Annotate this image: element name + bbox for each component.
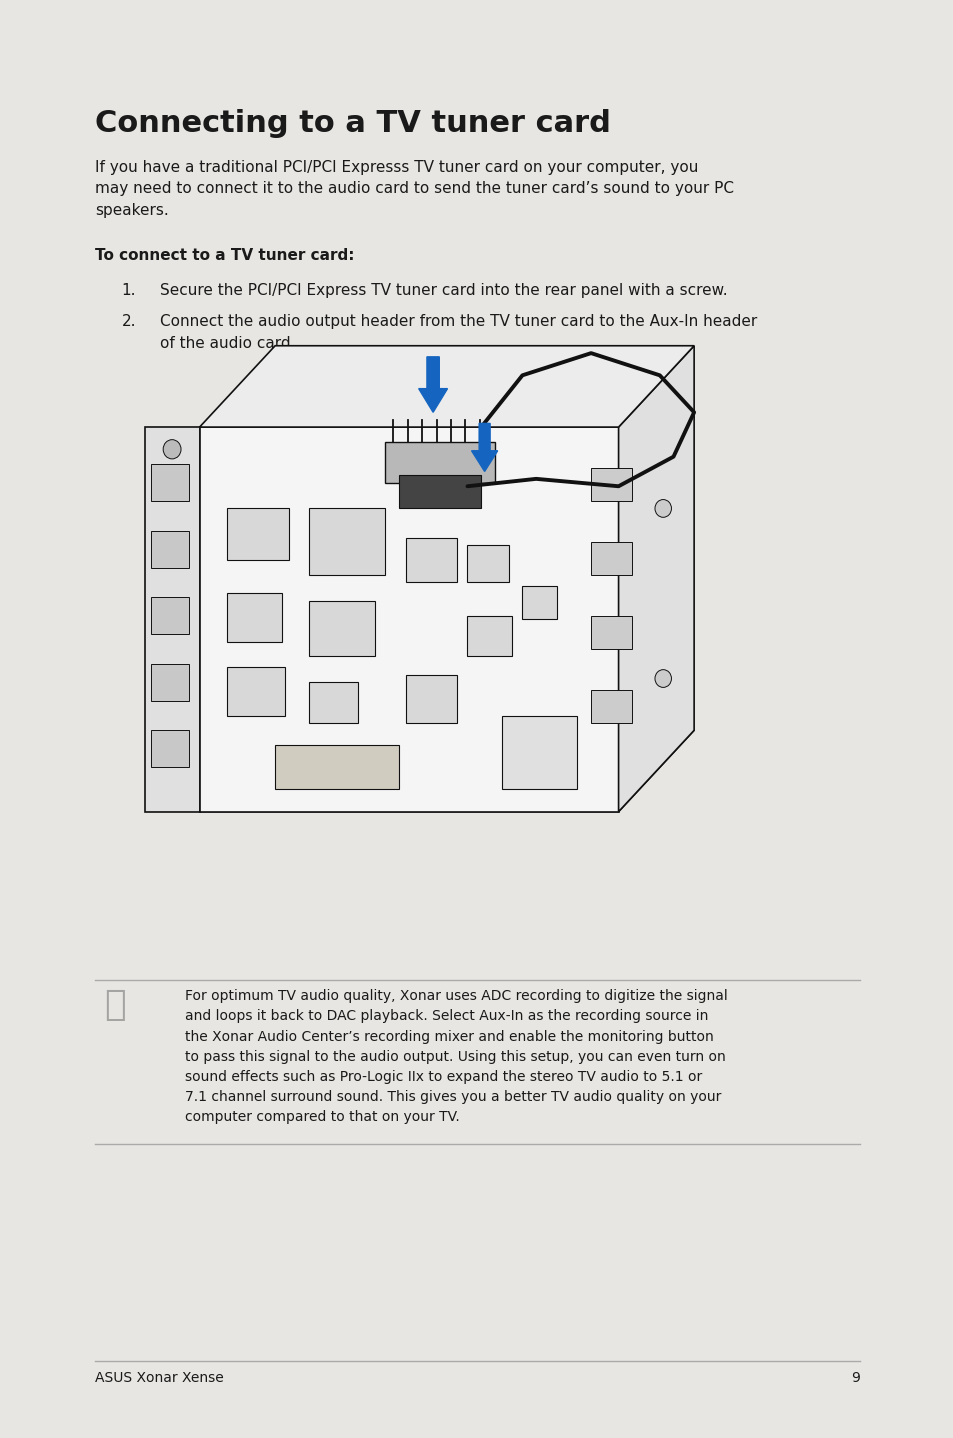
FancyArrow shape: [471, 423, 497, 472]
Bar: [309, 682, 357, 723]
Text: ASUS Xonar Xense: ASUS Xonar Xense: [95, 1370, 224, 1385]
Polygon shape: [199, 731, 694, 811]
Bar: [591, 467, 632, 500]
Text: For optimum TV audio quality, Xonar uses ADC recording to digitize the signal
an: For optimum TV audio quality, Xonar uses…: [185, 989, 727, 1123]
Text: Connect the audio output header from the TV tuner card to the Aux-In header
of t: Connect the audio output header from the…: [159, 313, 756, 351]
Bar: [309, 601, 375, 656]
Text: 🖊: 🖊: [105, 988, 126, 1021]
Text: To connect to a TV tuner card:: To connect to a TV tuner card:: [95, 249, 355, 263]
Bar: [385, 441, 495, 483]
Text: Connecting to a TV tuner card: Connecting to a TV tuner card: [95, 109, 610, 138]
Bar: [227, 594, 282, 641]
Circle shape: [655, 499, 671, 518]
Bar: [152, 464, 189, 500]
FancyArrow shape: [418, 357, 447, 413]
Bar: [152, 731, 189, 768]
Polygon shape: [199, 427, 618, 811]
Circle shape: [655, 670, 671, 687]
Bar: [405, 674, 456, 723]
Text: 9: 9: [850, 1370, 859, 1385]
Bar: [274, 745, 398, 789]
Circle shape: [163, 440, 181, 459]
Text: 1.: 1.: [122, 283, 136, 298]
Text: 2.: 2.: [122, 313, 136, 329]
Bar: [398, 475, 480, 509]
Bar: [467, 615, 512, 656]
Polygon shape: [618, 345, 694, 811]
Text: If you have a traditional PCI/PCI Expresss TV tuner card on your computer, you
m: If you have a traditional PCI/PCI Expres…: [95, 160, 733, 217]
Bar: [152, 597, 189, 634]
Bar: [591, 542, 632, 575]
Text: Secure the PCI/PCI Express TV tuner card into the rear panel with a screw.: Secure the PCI/PCI Express TV tuner card…: [159, 283, 726, 298]
Bar: [467, 545, 508, 582]
Bar: [152, 664, 189, 700]
Bar: [227, 509, 289, 561]
Bar: [309, 509, 385, 575]
Bar: [152, 531, 189, 568]
Bar: [591, 690, 632, 723]
Polygon shape: [145, 427, 199, 811]
Bar: [522, 587, 557, 620]
Bar: [591, 615, 632, 649]
Polygon shape: [199, 345, 694, 427]
Bar: [501, 716, 577, 789]
Bar: [227, 667, 285, 716]
Bar: [405, 538, 456, 582]
